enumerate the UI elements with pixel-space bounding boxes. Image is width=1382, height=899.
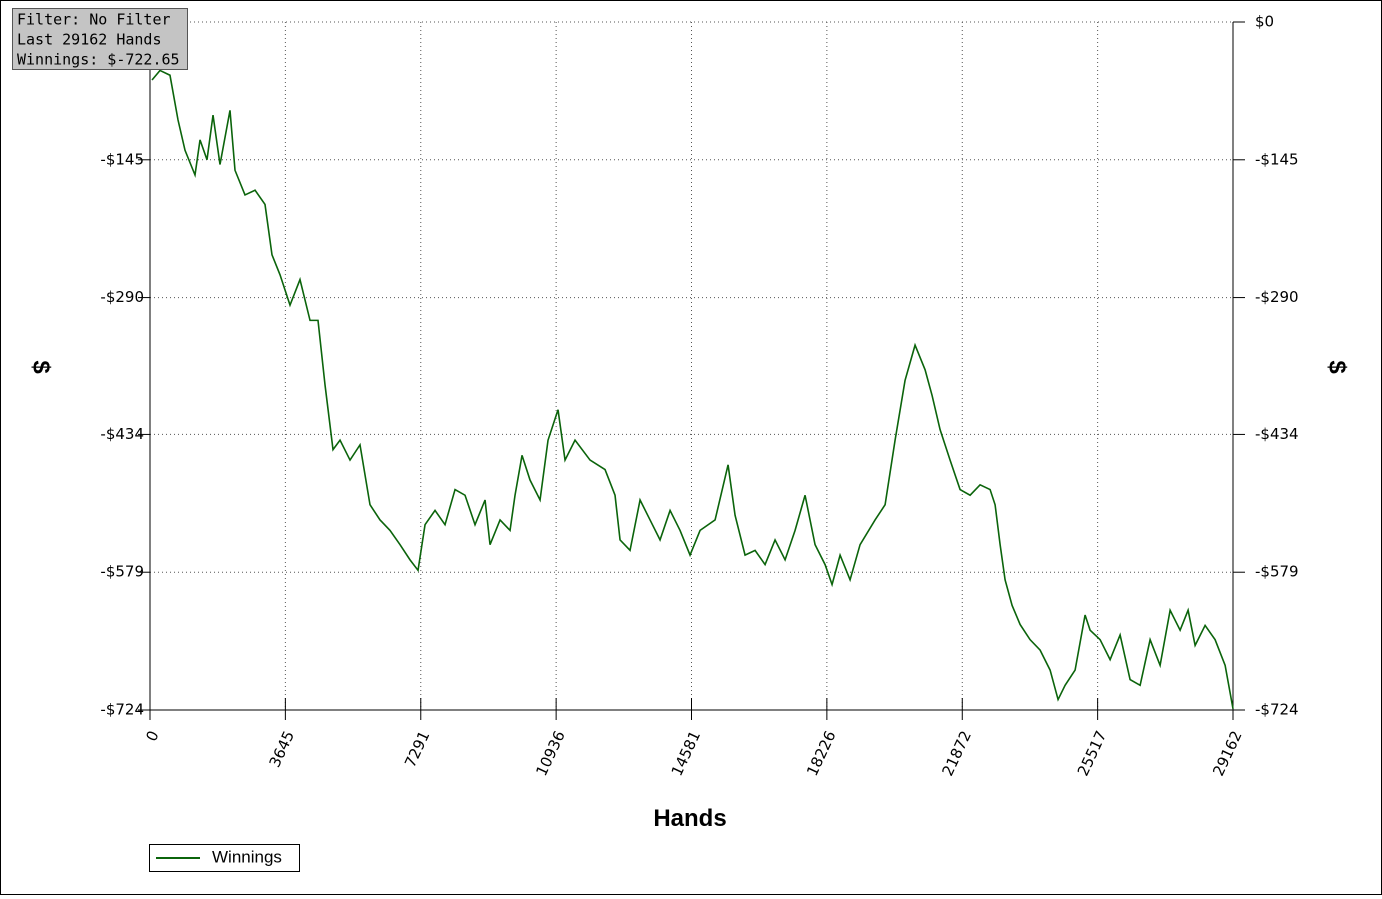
info-background (12, 8, 188, 70)
info-box: Filter: No Filter Last 29162 Hands Winning… (12, 8, 188, 70)
y2-axis-title: $ (1324, 360, 1351, 374)
y-tick-label: -$145 (100, 150, 144, 168)
y2-tick-label: -$434 (1255, 425, 1299, 443)
y-tick-label: -$579 (100, 563, 144, 581)
y-tick-label: -$724 (100, 701, 144, 719)
info-line: Winnings: $-722.65 (17, 51, 180, 69)
y2-tick-label: -$290 (1255, 288, 1299, 306)
y-axis-title: $ (28, 360, 55, 374)
x-axis-title: Hands (653, 805, 726, 832)
info-line: Last 29162 Hands (17, 31, 162, 49)
legend: Winnings (149, 844, 300, 872)
y2-tick-label: -$579 (1255, 563, 1299, 581)
legend-box (149, 844, 300, 872)
y-tick-label: -$290 (100, 288, 144, 306)
info-line: Filter: No Filter (17, 11, 171, 29)
legend-label: Winnings (212, 847, 282, 866)
y-tick-label: -$434 (100, 425, 144, 443)
y2-tick-label: $0 (1255, 13, 1274, 31)
y2-tick-label: -$724 (1255, 701, 1299, 719)
y2-tick-label: -$145 (1255, 150, 1299, 168)
series-line (151, 69, 1234, 709)
